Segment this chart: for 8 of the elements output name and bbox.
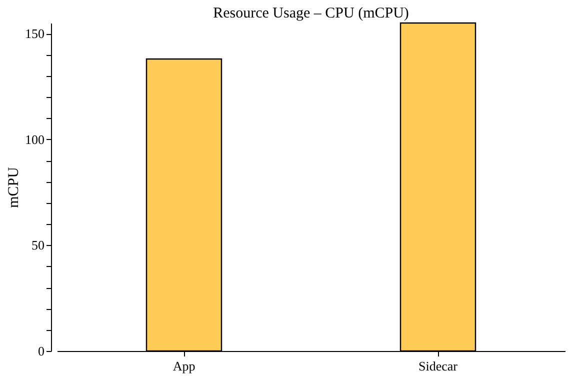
y-tick-label: 0: [38, 344, 44, 358]
y-axis-title: mCPU: [6, 166, 22, 208]
y-tick-label: 50: [32, 238, 44, 253]
y-tick-label: 100: [25, 132, 44, 147]
chart-title: Resource Usage – CPU (mCPU): [213, 5, 409, 22]
y-tick-label: 150: [25, 26, 44, 42]
x-tick-label: Sidecar: [418, 358, 458, 374]
x-tick-label: App: [172, 358, 196, 374]
